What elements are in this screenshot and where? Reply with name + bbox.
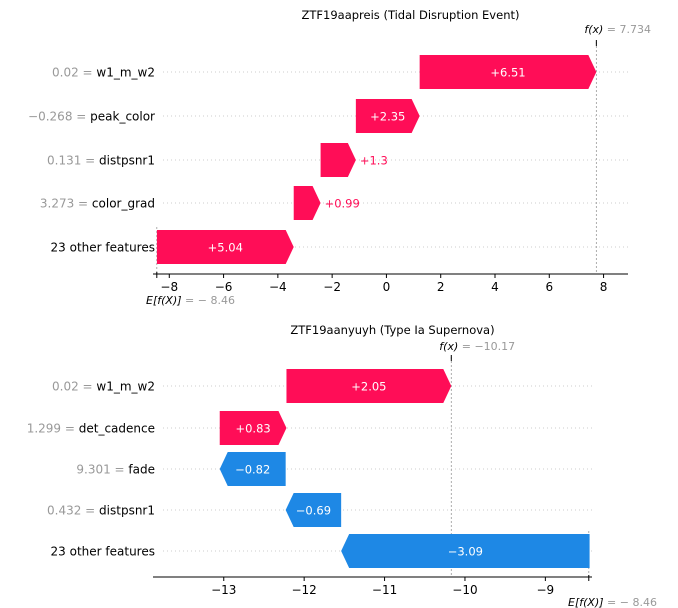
bar-det-cadence bbox=[219, 411, 287, 445]
bar-value-label: +0.83 bbox=[235, 422, 270, 436]
row-label-feature: peak_color bbox=[90, 110, 155, 124]
x-tick-label: −13 bbox=[211, 583, 236, 597]
bar-value-label: +1.3 bbox=[360, 154, 388, 168]
row-label: 0.131 = distpsnr1 bbox=[47, 154, 155, 168]
waterfall-panel-snia: ZTF19aanyuyh (Type Ia Supernova) f(x) = −… bbox=[27, 323, 657, 608]
row-label-value: 9.301 = bbox=[76, 463, 128, 477]
bar-value-label: −3.09 bbox=[448, 545, 483, 559]
x-tick-label: −8 bbox=[160, 280, 178, 294]
row-label: 0.432 = distpsnr1 bbox=[47, 504, 155, 518]
row-label-value: 0.02 = bbox=[52, 66, 96, 80]
chart-title: ZTF19aapreis (Tidal Disruption Event) bbox=[302, 8, 520, 22]
bar-peak-color bbox=[355, 99, 420, 133]
fx-label-name: f(x) bbox=[584, 23, 603, 36]
x-tick-label: 0 bbox=[383, 280, 391, 294]
row-label-feature: w1_m_w2 bbox=[96, 380, 155, 394]
fx-label: f(x) = 7.734 bbox=[584, 23, 651, 36]
efx-label-name: E[f(X)] bbox=[568, 596, 604, 608]
bar-fade bbox=[219, 452, 286, 486]
efx-label: E[f(X)] = − 8.46 bbox=[568, 596, 657, 608]
fx-label-value: = −10.17 bbox=[458, 340, 515, 353]
bar-w1-m-w2 bbox=[419, 55, 597, 89]
bar-value-label: −0.82 bbox=[235, 463, 270, 477]
row-label-feature: distpsnr1 bbox=[99, 154, 155, 168]
bar-distpsnr1 bbox=[320, 143, 356, 177]
x-tick-label: 6 bbox=[545, 280, 553, 294]
row-label-feature: fade bbox=[128, 463, 155, 477]
row-label-value: 0.131 = bbox=[47, 154, 99, 168]
efx-label: E[f(X)] = − 8.46 bbox=[146, 294, 235, 307]
bar-value-label: +2.05 bbox=[351, 380, 386, 394]
x-tick-label: 8 bbox=[600, 280, 608, 294]
x-tick-label: −9 bbox=[537, 583, 555, 597]
row-label-feature: det_cadence bbox=[79, 422, 155, 436]
bar-distpsnr1 bbox=[285, 493, 342, 527]
bar-value-label: +6.51 bbox=[490, 66, 525, 80]
row-label: 23 other features bbox=[51, 545, 155, 559]
row-label: −0.268 = peak_color bbox=[28, 110, 155, 124]
row-label-feature: distpsnr1 bbox=[99, 504, 155, 518]
fx-label-name: f(x) bbox=[439, 340, 458, 353]
row-label: 0.02 = w1_m_w2 bbox=[52, 66, 155, 80]
waterfall-panel-tde: ZTF19aapreis (Tidal Disruption Event) f(x… bbox=[28, 8, 651, 307]
x-tick-label: −11 bbox=[372, 583, 397, 597]
bar-23-other-features bbox=[156, 230, 294, 264]
chart-title: ZTF19aanyuyh (Type Ia Supernova) bbox=[290, 323, 494, 337]
efx-label-name: E[f(X)] bbox=[146, 294, 182, 307]
x-tick-label: 4 bbox=[491, 280, 499, 294]
x-tick-label: −12 bbox=[291, 583, 316, 597]
x-tick-label: −2 bbox=[323, 280, 341, 294]
bar-value-label: +2.35 bbox=[370, 110, 405, 124]
bar-color-grad bbox=[293, 186, 321, 220]
fx-label-value: = 7.734 bbox=[603, 23, 651, 36]
row-label-value: 0.02 = bbox=[52, 380, 96, 394]
row-label-value: 1.299 = bbox=[27, 422, 79, 436]
bar-w1-m-w2 bbox=[286, 369, 452, 403]
x-tick-label: −10 bbox=[452, 583, 477, 597]
fx-label: f(x) = −10.17 bbox=[439, 340, 515, 353]
row-label: 0.02 = w1_m_w2 bbox=[52, 380, 155, 394]
bar-value-label: −0.69 bbox=[296, 504, 331, 518]
row-label-feature: w1_m_w2 bbox=[96, 66, 155, 80]
x-tick-label: −4 bbox=[269, 280, 287, 294]
row-label-feature: 23 other features bbox=[51, 241, 155, 255]
row-label-feature: 23 other features bbox=[51, 545, 155, 559]
row-label-value: −0.268 = bbox=[28, 110, 90, 124]
row-label: 1.299 = det_cadence bbox=[27, 422, 155, 436]
x-tick-label: 2 bbox=[437, 280, 445, 294]
bar-value-label: +0.99 bbox=[325, 197, 360, 211]
row-label-value: 3.273 = bbox=[40, 197, 92, 211]
bar-23-other-features bbox=[341, 534, 590, 568]
row-label: 3.273 = color_grad bbox=[40, 197, 155, 211]
row-label-value: 0.432 = bbox=[47, 504, 99, 518]
efx-label-value: = − 8.46 bbox=[182, 294, 235, 307]
efx-label-value: = − 8.46 bbox=[604, 596, 657, 608]
row-label-feature: color_grad bbox=[92, 197, 155, 211]
bar-value-label: +5.04 bbox=[208, 241, 243, 255]
row-label: 23 other features bbox=[51, 241, 155, 255]
x-tick-label: −6 bbox=[215, 280, 233, 294]
row-label: 9.301 = fade bbox=[76, 463, 155, 477]
